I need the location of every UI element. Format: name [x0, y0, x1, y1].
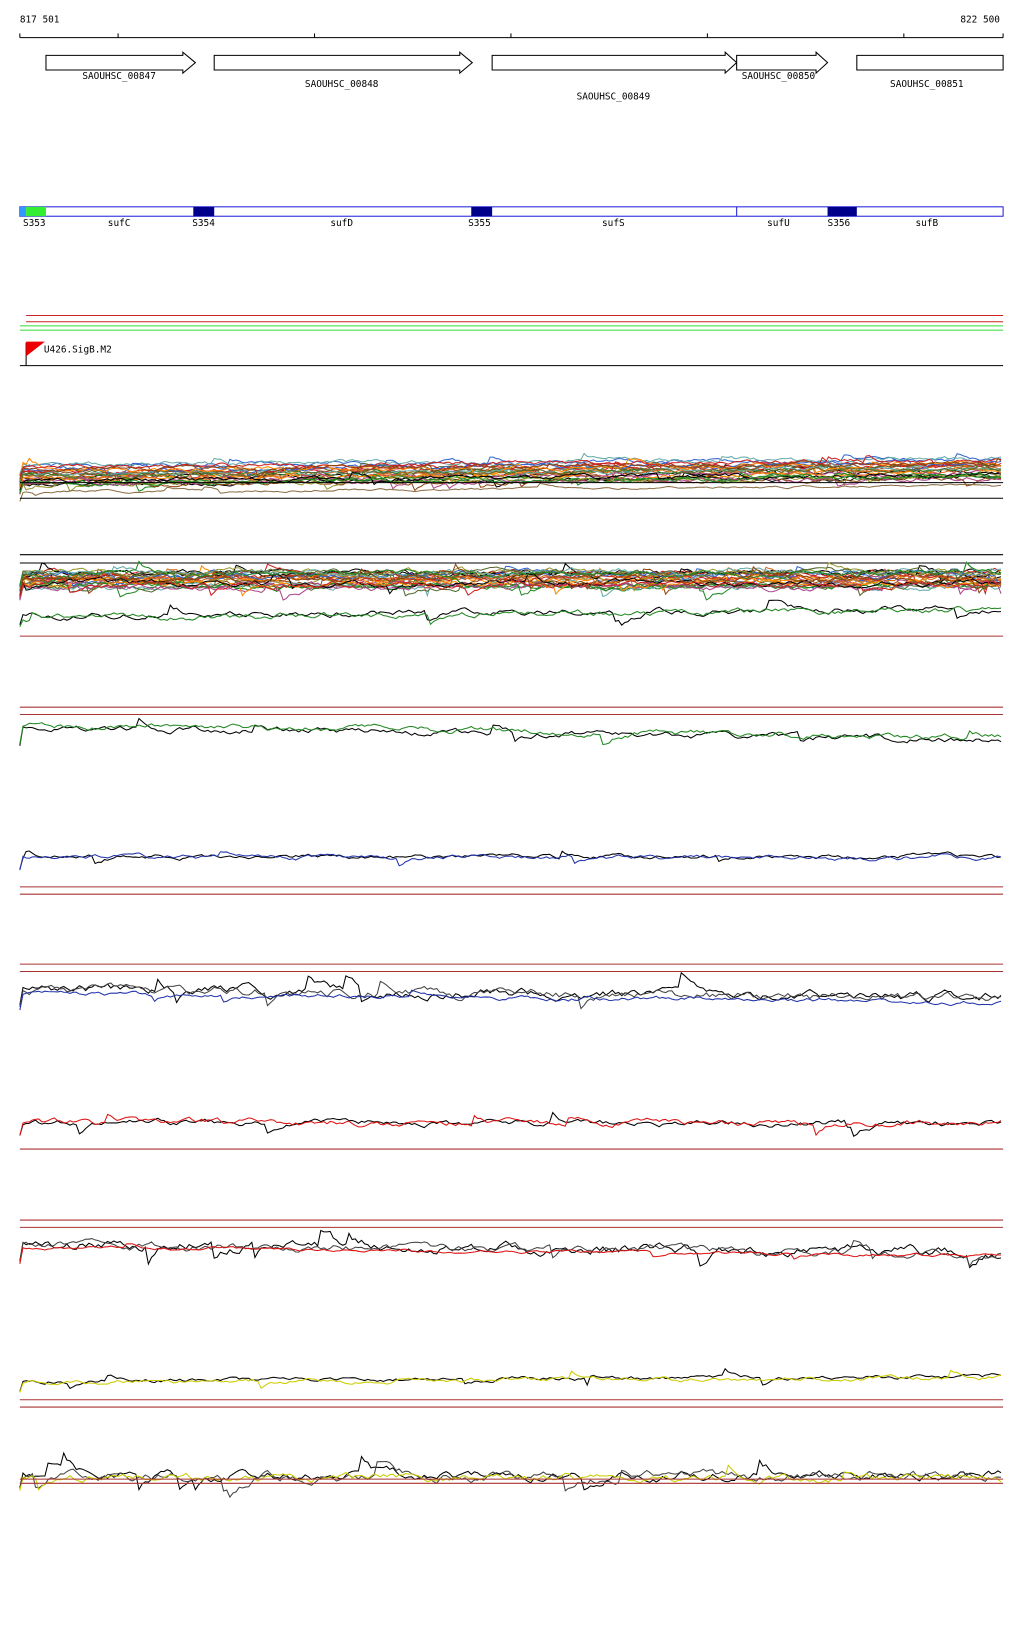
expression-line [19, 989, 1002, 1011]
expression-line [19, 1369, 1002, 1393]
feature-label: sufB [916, 218, 939, 229]
feature-label: sufS [602, 218, 625, 229]
feature-bar [19, 206, 1004, 217]
expression-line [19, 1243, 1002, 1265]
expression-line [19, 459, 1002, 484]
start-coordinate: 817 501 [20, 14, 60, 25]
expression-line [19, 454, 1002, 477]
feature-label: sufU [767, 218, 790, 229]
expression-line [19, 971, 1002, 1005]
expression-line [19, 563, 1002, 592]
expression-line [19, 1111, 1002, 1137]
feature-label: S353 [23, 218, 46, 229]
gene-arrows [45, 51, 1004, 75]
ruler [19, 33, 1004, 39]
expression-line [19, 461, 1002, 486]
expression-line [19, 1460, 1002, 1499]
gene-label: SAOUHSC_00850 [742, 71, 816, 82]
expression-line [19, 459, 1002, 480]
expression-line [19, 851, 1002, 871]
expression-line [19, 606, 1002, 627]
track-label: U426.SigB.M2 [44, 344, 112, 355]
expression-line [19, 599, 1002, 626]
gene-label: SAOUHSC_00851 [890, 79, 964, 90]
feature-label: S356 [828, 218, 851, 229]
end-coordinate: 822 500 [960, 14, 1000, 25]
expression-line [19, 850, 1002, 870]
track-lines [19, 314, 1004, 367]
expression-line [19, 457, 1002, 480]
expression-line [19, 1464, 1002, 1491]
gene-label: SAOUHSC_00847 [82, 71, 156, 82]
expression-line [19, 566, 1002, 586]
expression-line [19, 1451, 1002, 1492]
expression-line [19, 722, 1002, 746]
expression-line [19, 482, 1002, 502]
expression-line [19, 457, 1002, 480]
feature-label: S355 [468, 218, 491, 229]
feature-label: S354 [192, 218, 215, 229]
gene-label: SAOUHSC_00848 [305, 79, 379, 90]
expression-line [19, 1238, 1002, 1268]
feature-label: sufC [108, 218, 131, 229]
expression-line [19, 1367, 1002, 1392]
gene-label: SAOUHSC_00849 [577, 92, 651, 103]
expression-line [19, 1113, 1002, 1137]
feature-label: sufD [330, 218, 353, 229]
expression-line [19, 717, 1002, 746]
expression-line [19, 471, 1002, 491]
expression-plots [19, 452, 1004, 1499]
expression-line [19, 980, 1002, 1010]
